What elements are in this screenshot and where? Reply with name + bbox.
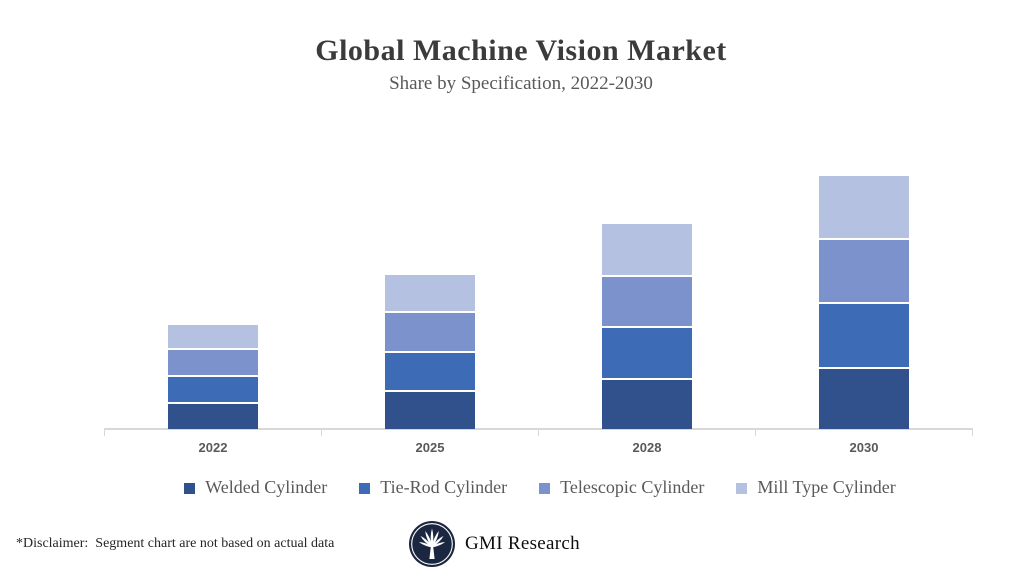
bar-segment-welded-cylinder xyxy=(602,380,692,429)
legend-swatch xyxy=(184,483,196,494)
x-axis-tick xyxy=(538,428,539,436)
legend: Welded Cylinder Tie-Rod Cylinder Telescopi… xyxy=(28,477,1024,498)
disclaimer-text: *Disclaimer: Segment chart are not based… xyxy=(16,536,335,551)
stacked-bar-2028 xyxy=(602,224,692,429)
legend-swatch xyxy=(359,483,371,494)
bar-segment-tie-rod-cylinder xyxy=(168,377,258,402)
x-axis-tick xyxy=(755,428,756,436)
palm-tree-icon xyxy=(409,521,455,567)
bar-segment-mill-type-cylinder xyxy=(385,275,475,311)
chart-subtitle: Share by Specification, 2022-2030 xyxy=(389,72,653,94)
bar-segment-telescopic-cylinder xyxy=(602,277,692,326)
stacked-bar-2025 xyxy=(385,275,475,429)
stacked-bar-2022 xyxy=(168,325,258,429)
legend-item-welded-cylinder: Welded Cylinder xyxy=(184,477,327,498)
bar-segment-telescopic-cylinder xyxy=(385,313,475,351)
x-axis-label-2030: 2030 xyxy=(849,440,879,455)
x-axis-label-2025: 2025 xyxy=(415,440,445,455)
stacked-bar-2030 xyxy=(819,176,909,429)
brand-name: GMI Research xyxy=(465,533,580,554)
x-axis-tick xyxy=(321,428,322,436)
legend-label: Mill Type Cylinder xyxy=(757,477,896,497)
x-axis-label-2028: 2028 xyxy=(632,440,662,455)
chart-title: Global Machine Vision Market xyxy=(315,34,727,67)
legend-swatch xyxy=(736,483,748,494)
legend-label: Telescopic Cylinder xyxy=(560,477,705,497)
legend-item-mill-type-cylinder: Mill Type Cylinder xyxy=(736,477,896,498)
chart-header: Global Machine Vision Market Share by Sp… xyxy=(0,34,1024,95)
x-axis-tick xyxy=(104,428,105,436)
x-axis-tick xyxy=(972,428,973,436)
legend-item-tie-rod-cylinder: Tie-Rod Cylinder xyxy=(359,477,507,498)
bar-segment-telescopic-cylinder xyxy=(819,240,909,302)
bar-segment-welded-cylinder xyxy=(385,392,475,429)
bar-segment-mill-type-cylinder xyxy=(602,224,692,275)
legend-label: Welded Cylinder xyxy=(205,477,328,497)
x-axis-label-2022: 2022 xyxy=(198,440,228,455)
bar-segment-tie-rod-cylinder xyxy=(819,304,909,367)
legend-item-telescopic-cylinder: Telescopic Cylinder xyxy=(539,477,704,498)
bar-segment-mill-type-cylinder xyxy=(819,176,909,238)
bar-segment-tie-rod-cylinder xyxy=(602,328,692,378)
bar-segment-welded-cylinder xyxy=(819,369,909,429)
bar-segment-mill-type-cylinder xyxy=(168,325,258,348)
brand-logo: GMI Research xyxy=(408,520,580,568)
bar-segment-telescopic-cylinder xyxy=(168,350,258,375)
bar-segment-welded-cylinder xyxy=(168,404,258,429)
legend-swatch xyxy=(539,483,551,494)
legend-label: Tie-Rod Cylinder xyxy=(380,477,508,497)
bar-segment-tie-rod-cylinder xyxy=(385,353,475,390)
